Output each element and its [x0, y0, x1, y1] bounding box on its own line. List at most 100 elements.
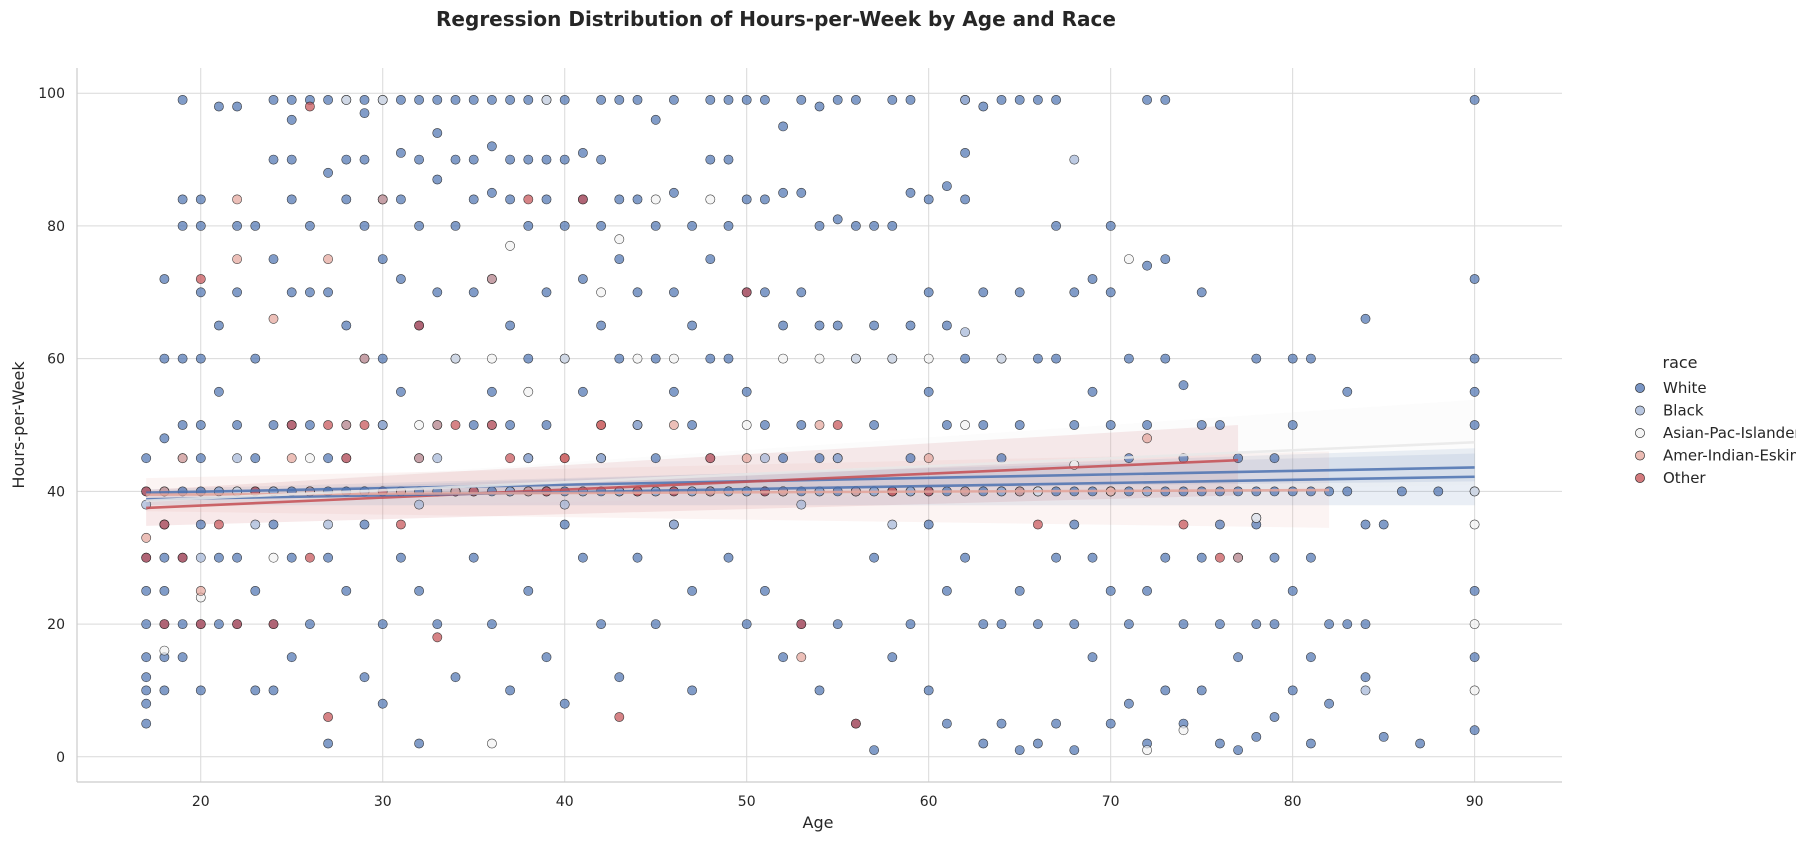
- data-point: [432, 632, 443, 643]
- data-point: [614, 254, 625, 264]
- data-point: [832, 453, 843, 464]
- data-point: [869, 320, 879, 331]
- data-point: [796, 420, 807, 430]
- data-point: [323, 95, 333, 105]
- data-point: [741, 619, 752, 629]
- data-point: [1469, 420, 1480, 430]
- data-point: [377, 194, 388, 205]
- data-point: [323, 453, 333, 464]
- y-tick-label: 40: [47, 484, 65, 500]
- data-point: [1178, 619, 1189, 629]
- x-tick-label: 60: [920, 794, 938, 810]
- data-point: [559, 453, 570, 464]
- data-point: [286, 552, 297, 563]
- data-point: [268, 619, 279, 629]
- data-point: [141, 672, 152, 683]
- data-point: [523, 453, 534, 464]
- data-point: [705, 353, 716, 364]
- data-point: [232, 287, 242, 298]
- data-point: [978, 101, 989, 112]
- data-point: [669, 519, 679, 530]
- data-point: [669, 287, 679, 298]
- data-point: [723, 95, 734, 105]
- data-point: [923, 453, 934, 464]
- data-point: [414, 420, 424, 430]
- data-point: [1306, 652, 1316, 663]
- data-point: [323, 519, 333, 530]
- data-point: [1105, 420, 1116, 430]
- data-point: [559, 499, 570, 510]
- data-point: [1196, 420, 1207, 430]
- data-point: [778, 453, 788, 464]
- data-point: [359, 95, 370, 105]
- data-point: [268, 519, 279, 530]
- data-point: [486, 95, 497, 105]
- data-point: [578, 194, 588, 205]
- data-point: [486, 386, 497, 397]
- data-point: [1105, 718, 1116, 729]
- data-point: [486, 738, 497, 749]
- data-point: [923, 519, 934, 530]
- legend-marker: [1635, 405, 1645, 416]
- data-point: [286, 95, 297, 105]
- data-point: [141, 685, 152, 696]
- data-point: [395, 552, 406, 563]
- data-point: [1233, 652, 1243, 663]
- data-point: [468, 552, 479, 563]
- data-point: [1269, 619, 1280, 629]
- data-point: [942, 420, 952, 430]
- data-point: [523, 154, 534, 165]
- legend-title: race: [1662, 353, 1697, 372]
- data-point: [177, 95, 188, 105]
- data-point: [286, 453, 297, 464]
- data-point: [432, 453, 443, 464]
- data-point: [832, 95, 843, 105]
- data-point: [395, 386, 406, 397]
- regression-lines: [146, 440, 1475, 510]
- data-point: [814, 220, 825, 231]
- data-point: [1251, 513, 1262, 523]
- data-point: [268, 685, 279, 696]
- data-point: [323, 254, 333, 264]
- data-point: [559, 95, 570, 105]
- data-point: [177, 220, 188, 231]
- data-point: [1196, 552, 1207, 563]
- data-point: [814, 320, 825, 331]
- data-point: [177, 619, 188, 629]
- data-point: [741, 386, 752, 397]
- data-point: [159, 353, 170, 364]
- data-point: [650, 194, 661, 205]
- data-point: [341, 453, 352, 464]
- data-point: [887, 220, 898, 231]
- y-axis-label: Hours-per-Week: [9, 361, 28, 489]
- data-point: [632, 194, 643, 205]
- data-point: [541, 194, 552, 205]
- data-point: [1051, 220, 1061, 231]
- data-point: [1306, 353, 1316, 364]
- data-point: [1378, 732, 1389, 742]
- data-point: [195, 453, 206, 464]
- data-point: [559, 519, 570, 530]
- data-point: [523, 386, 534, 397]
- data-point: [304, 101, 315, 112]
- data-point: [468, 154, 479, 165]
- data-point: [632, 353, 643, 364]
- data-point: [1360, 672, 1371, 683]
- data-point: [414, 95, 424, 105]
- data-point: [1215, 619, 1225, 629]
- regression-line: [146, 440, 1475, 502]
- data-point: [1069, 420, 1080, 430]
- data-point: [923, 386, 934, 397]
- data-point: [1160, 254, 1171, 264]
- data-point: [486, 274, 497, 284]
- data-point: [1124, 254, 1134, 264]
- data-point: [286, 154, 297, 165]
- data-point: [1196, 287, 1207, 298]
- data-point: [851, 718, 861, 729]
- data-point: [1269, 712, 1280, 722]
- legend-label: Black: [1663, 402, 1704, 420]
- data-point: [304, 552, 315, 563]
- data-point: [1033, 95, 1043, 105]
- data-point: [1415, 738, 1425, 749]
- data-point: [523, 194, 534, 205]
